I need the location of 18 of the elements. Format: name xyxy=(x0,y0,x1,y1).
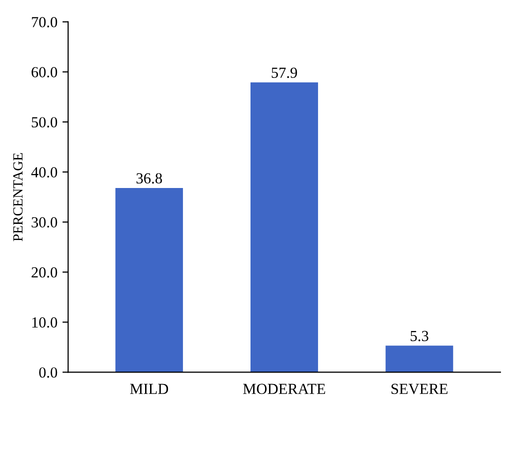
x-tick-label: SEVERE xyxy=(392,384,448,394)
y-tick-label: 70.0 xyxy=(32,16,58,28)
y-tick-label: 50.0 xyxy=(32,117,58,128)
y-tick-label: 0.0 xyxy=(39,367,58,378)
y-axis-title: PERCENTAGE xyxy=(13,153,23,242)
y-tick-label: 60.0 xyxy=(32,67,58,78)
x-tick-label: MILD xyxy=(130,384,168,394)
y-tick-label: 30.0 xyxy=(32,217,58,228)
bar xyxy=(115,188,183,372)
y-tick-label: 40.0 xyxy=(31,167,58,178)
x-tick-label: MODERATE xyxy=(243,384,326,394)
data-label: 57.9 xyxy=(272,68,298,78)
y-tick-label: 20.0 xyxy=(32,267,58,278)
data-label: 36.8 xyxy=(136,173,162,184)
data-label: 5.3 xyxy=(410,330,428,342)
y-tick-label: 10.0 xyxy=(32,317,58,328)
bar xyxy=(386,346,454,372)
bar xyxy=(250,82,318,372)
